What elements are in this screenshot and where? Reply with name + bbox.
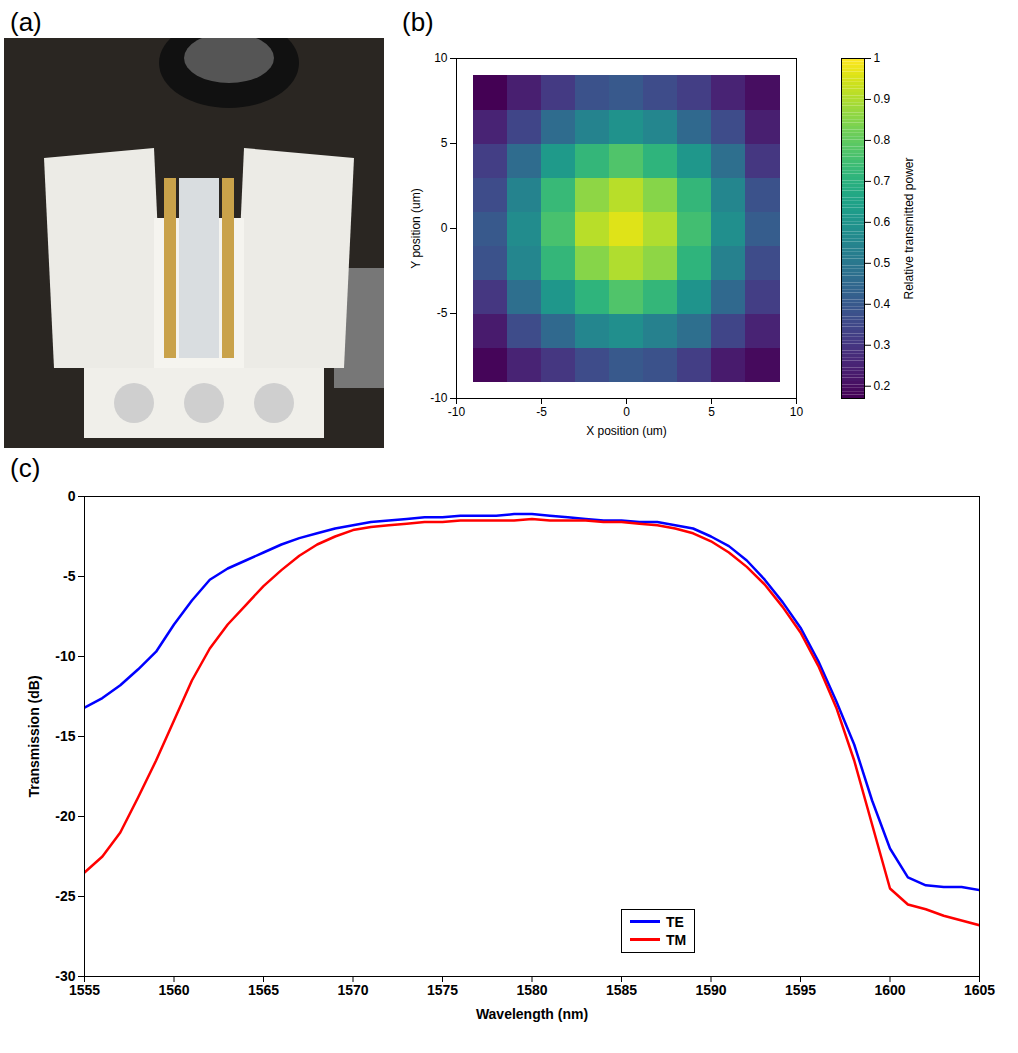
svg-text:0.9: 0.9 bbox=[874, 92, 891, 106]
svg-text:-5: -5 bbox=[63, 568, 76, 584]
html-text:(a): (a) bbox=[10, 7, 42, 37]
svg-text:-25: -25 bbox=[55, 888, 75, 904]
svg-text:1570: 1570 bbox=[337, 982, 368, 998]
svg-text:1605: 1605 bbox=[964, 982, 995, 998]
svg-text:0.2: 0.2 bbox=[874, 379, 891, 393]
svg-text:1575: 1575 bbox=[427, 982, 458, 998]
svg-text:-5: -5 bbox=[437, 306, 448, 320]
svg-text:10: 10 bbox=[790, 405, 804, 419]
svg-text:1560: 1560 bbox=[158, 982, 189, 998]
svg-text:Relative transmitted power: Relative transmitted power bbox=[902, 157, 916, 299]
html-text:(b): (b) bbox=[402, 7, 434, 37]
svg-text:1565: 1565 bbox=[248, 982, 279, 998]
svg-text:5: 5 bbox=[708, 405, 715, 419]
html-text:TE: TE bbox=[666, 913, 684, 930]
html-text:(c): (c) bbox=[10, 453, 41, 483]
svg-text:1595: 1595 bbox=[785, 982, 816, 998]
svg-text:0.3: 0.3 bbox=[874, 338, 891, 352]
svg-text:1: 1 bbox=[874, 51, 881, 65]
svg-text:Transmission (dB): Transmission (dB) bbox=[26, 675, 42, 797]
svg-text:X position (um): X position (um) bbox=[586, 424, 667, 438]
svg-text:0.6: 0.6 bbox=[874, 215, 891, 229]
svg-text:Wavelength (nm): Wavelength (nm) bbox=[476, 1006, 588, 1022]
svg-text:0: 0 bbox=[68, 488, 76, 504]
svg-text:1600: 1600 bbox=[874, 982, 905, 998]
svg-text:-10: -10 bbox=[55, 648, 75, 664]
svg-text:0.4: 0.4 bbox=[874, 297, 891, 311]
svg-text:-15: -15 bbox=[55, 728, 75, 744]
svg-text:0.5: 0.5 bbox=[874, 256, 891, 270]
svg-text:-5: -5 bbox=[536, 405, 547, 419]
svg-text:10: 10 bbox=[434, 51, 448, 65]
svg-text:1555: 1555 bbox=[69, 982, 100, 998]
svg-text:1580: 1580 bbox=[516, 982, 547, 998]
svg-text:-10: -10 bbox=[448, 405, 466, 419]
html-text:TM: TM bbox=[666, 931, 687, 948]
svg-text:0.7: 0.7 bbox=[874, 174, 891, 188]
svg-text:0: 0 bbox=[623, 405, 630, 419]
svg-text:1585: 1585 bbox=[606, 982, 637, 998]
svg-text:0.8: 0.8 bbox=[874, 133, 891, 147]
svg-text:1590: 1590 bbox=[695, 982, 726, 998]
svg-text:Y position (um): Y position (um) bbox=[409, 188, 423, 268]
svg-text:0: 0 bbox=[441, 221, 448, 235]
svg-text:-10: -10 bbox=[430, 391, 448, 405]
svg-text:-30: -30 bbox=[55, 968, 76, 984]
svg-text:-20: -20 bbox=[55, 808, 75, 824]
svg-text:5: 5 bbox=[441, 136, 448, 150]
